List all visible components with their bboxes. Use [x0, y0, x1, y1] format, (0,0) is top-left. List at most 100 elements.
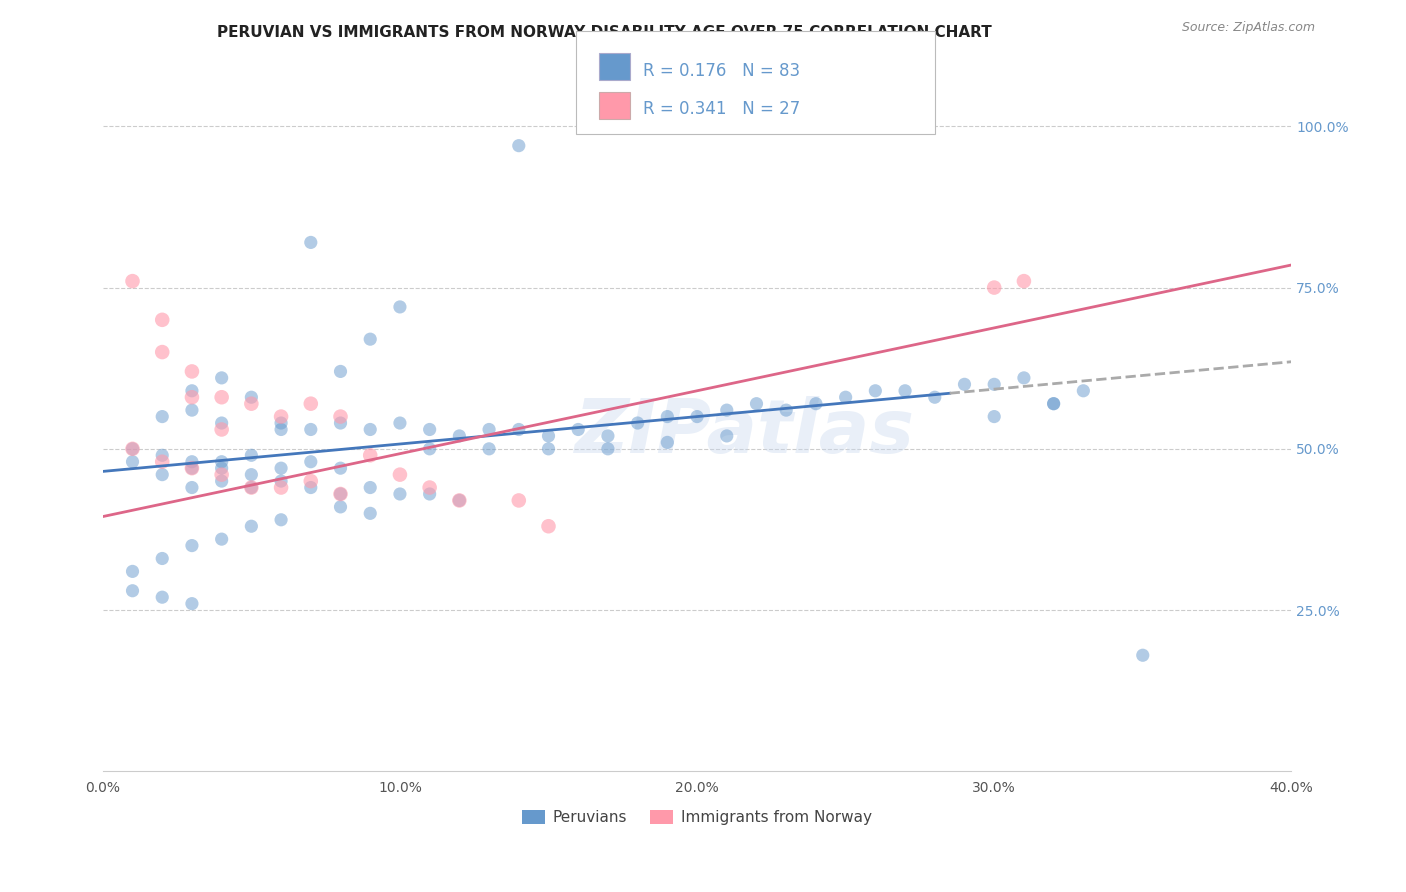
- Point: [329, 364, 352, 378]
- Point: [537, 519, 560, 533]
- Point: [329, 487, 352, 501]
- Point: [329, 461, 352, 475]
- Point: [270, 513, 292, 527]
- Point: [359, 506, 381, 520]
- Point: [240, 448, 263, 462]
- Text: Source: ZipAtlas.com: Source: ZipAtlas.com: [1181, 21, 1315, 34]
- Point: [150, 409, 173, 424]
- Point: [537, 442, 560, 456]
- Point: [865, 384, 887, 398]
- Point: [211, 390, 233, 404]
- Point: [299, 235, 322, 250]
- Point: [478, 442, 501, 456]
- Point: [121, 565, 143, 579]
- Point: [240, 481, 263, 495]
- Legend: Peruvians, Immigrants from Norway: Peruvians, Immigrants from Norway: [516, 805, 877, 831]
- Point: [1012, 274, 1035, 288]
- Point: [181, 461, 204, 475]
- Point: [150, 590, 173, 604]
- Text: ZIPatlas: ZIPatlas: [575, 396, 915, 469]
- Point: [211, 467, 233, 482]
- Point: [150, 345, 173, 359]
- Text: R = 0.176   N = 83: R = 0.176 N = 83: [643, 62, 800, 80]
- Point: [121, 274, 143, 288]
- Point: [329, 409, 352, 424]
- Point: [181, 403, 204, 417]
- Point: [211, 474, 233, 488]
- Point: [359, 448, 381, 462]
- Point: [388, 300, 411, 314]
- Point: [150, 551, 173, 566]
- Point: [419, 422, 441, 436]
- Point: [983, 409, 1005, 424]
- Point: [508, 138, 530, 153]
- Point: [894, 384, 917, 398]
- Point: [270, 461, 292, 475]
- Point: [449, 429, 471, 443]
- Point: [627, 416, 650, 430]
- Point: [388, 416, 411, 430]
- Point: [240, 481, 263, 495]
- Point: [270, 481, 292, 495]
- Point: [537, 429, 560, 443]
- Point: [150, 448, 173, 462]
- Point: [270, 422, 292, 436]
- Point: [211, 416, 233, 430]
- Point: [211, 532, 233, 546]
- Point: [716, 403, 738, 417]
- Point: [775, 403, 797, 417]
- Point: [1132, 648, 1154, 663]
- Point: [359, 422, 381, 436]
- Point: [181, 455, 204, 469]
- Point: [596, 429, 619, 443]
- Point: [388, 467, 411, 482]
- Point: [924, 390, 946, 404]
- Point: [240, 390, 263, 404]
- Point: [388, 487, 411, 501]
- Point: [270, 416, 292, 430]
- Point: [329, 500, 352, 514]
- Point: [240, 519, 263, 533]
- Point: [686, 409, 709, 424]
- Point: [299, 397, 322, 411]
- Point: [834, 390, 856, 404]
- Point: [1042, 397, 1064, 411]
- Point: [211, 455, 233, 469]
- Point: [329, 416, 352, 430]
- Point: [329, 487, 352, 501]
- Point: [359, 481, 381, 495]
- Point: [211, 371, 233, 385]
- Point: [240, 467, 263, 482]
- Point: [181, 539, 204, 553]
- Point: [211, 461, 233, 475]
- Point: [1073, 384, 1095, 398]
- Point: [983, 280, 1005, 294]
- Point: [478, 422, 501, 436]
- Point: [359, 332, 381, 346]
- Point: [419, 481, 441, 495]
- Point: [211, 422, 233, 436]
- Point: [121, 442, 143, 456]
- Text: R = 0.341   N = 27: R = 0.341 N = 27: [643, 100, 800, 118]
- Point: [983, 377, 1005, 392]
- Point: [953, 377, 976, 392]
- Point: [121, 455, 143, 469]
- Point: [299, 422, 322, 436]
- Point: [745, 397, 768, 411]
- Point: [1042, 397, 1064, 411]
- Point: [181, 364, 204, 378]
- Point: [121, 583, 143, 598]
- Point: [449, 493, 471, 508]
- Point: [657, 435, 679, 450]
- Point: [567, 422, 589, 436]
- Point: [419, 487, 441, 501]
- Point: [150, 313, 173, 327]
- Point: [181, 384, 204, 398]
- Point: [181, 461, 204, 475]
- Point: [716, 429, 738, 443]
- Point: [508, 493, 530, 508]
- Point: [449, 493, 471, 508]
- Point: [240, 397, 263, 411]
- Point: [181, 597, 204, 611]
- Point: [150, 467, 173, 482]
